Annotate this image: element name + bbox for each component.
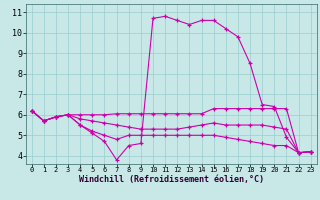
- X-axis label: Windchill (Refroidissement éolien,°C): Windchill (Refroidissement éolien,°C): [79, 175, 264, 184]
